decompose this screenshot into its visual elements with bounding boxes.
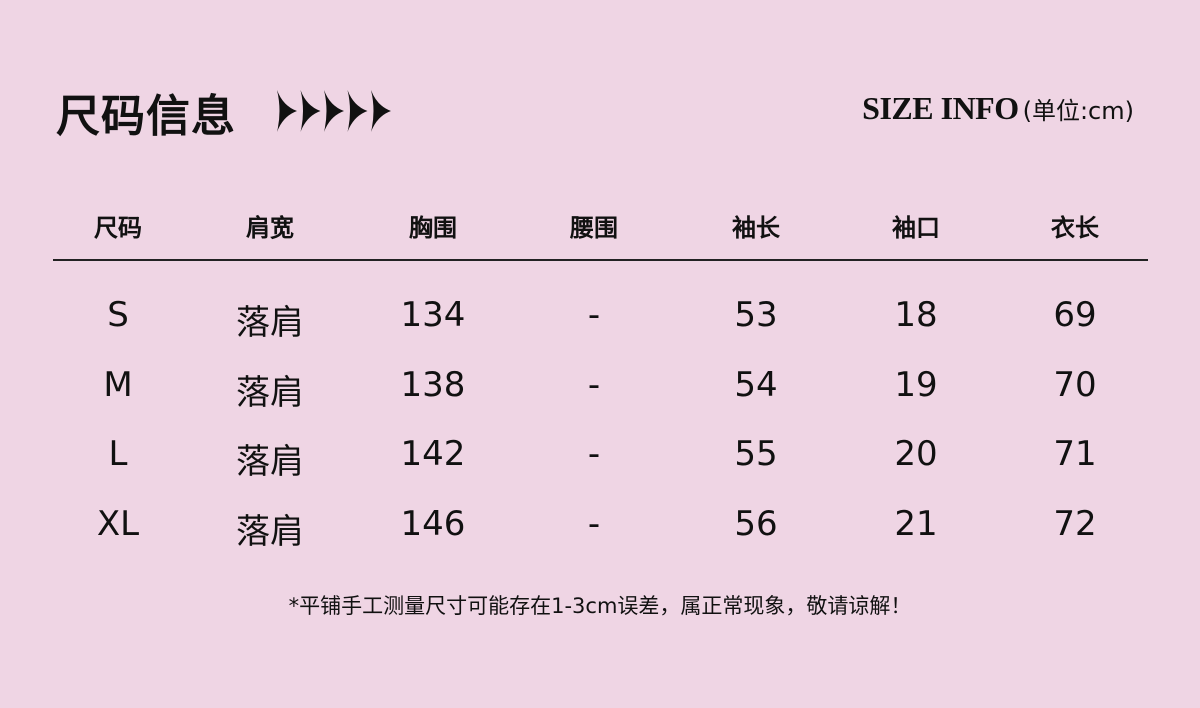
arrow-right-icon xyxy=(371,90,391,132)
table-cell: 72 xyxy=(1053,504,1097,544)
table-cell: 落肩 xyxy=(236,442,304,482)
table-cell: 18 xyxy=(894,295,938,335)
table-row: S 落肩 134 - 53 18 69 xyxy=(0,295,1200,345)
table-cell: M xyxy=(103,365,133,405)
column-header: 尺码 xyxy=(94,214,142,242)
header-divider xyxy=(53,259,1148,261)
unit-label: (单位:cm) xyxy=(1022,97,1134,125)
table-cell: 138 xyxy=(400,365,466,405)
table-cell: 54 xyxy=(734,365,778,405)
arrow-right-icon xyxy=(324,90,344,132)
table-cell: 55 xyxy=(734,434,778,474)
size-info-heading: SIZE INFO (单位:cm) xyxy=(862,90,1134,127)
table-cell: L xyxy=(108,434,128,474)
table-cell: 134 xyxy=(400,295,466,335)
column-header: 衣长 xyxy=(1051,214,1099,242)
arrow-right-icon xyxy=(347,90,368,132)
table-row: XL 落肩 146 - 56 21 72 xyxy=(0,504,1200,554)
column-header: 腰围 xyxy=(570,214,618,242)
table-cell: S xyxy=(107,295,129,335)
column-header: 袖口 xyxy=(892,214,940,242)
column-header: 胸围 xyxy=(409,214,457,242)
table-cell: 20 xyxy=(894,434,938,474)
table-row: L 落肩 142 - 55 20 71 xyxy=(0,434,1200,484)
table-cell: 71 xyxy=(1053,434,1097,474)
table-cell: - xyxy=(587,365,601,405)
table-cell: 21 xyxy=(894,504,938,544)
arrow-right-icons xyxy=(277,90,391,132)
table-cell: 56 xyxy=(734,504,778,544)
table-cell: - xyxy=(587,504,601,544)
table-header: 尺码 肩宽 胸围 腰围 袖长 袖口 衣长 xyxy=(0,208,1200,258)
table-cell: - xyxy=(587,434,601,474)
table-cell: 53 xyxy=(734,295,778,335)
table-cell: 落肩 xyxy=(236,303,304,343)
page-title: 尺码信息 xyxy=(56,91,236,142)
table-cell: 落肩 xyxy=(236,373,304,413)
size-info-title: SIZE INFO xyxy=(862,90,1019,126)
table-cell: XL xyxy=(96,504,140,544)
table-cell: 落肩 xyxy=(236,512,304,552)
column-header: 袖长 xyxy=(732,214,780,242)
table-cell: - xyxy=(587,295,601,335)
arrow-right-icon xyxy=(277,90,297,132)
table-cell: 142 xyxy=(400,434,466,474)
table-cell: 69 xyxy=(1053,295,1097,335)
table-cell: 146 xyxy=(400,504,466,544)
column-header: 肩宽 xyxy=(246,214,294,242)
measurement-note: *平铺手工测量尺寸可能存在1-3cm误差，属正常现象，敬请谅解！ xyxy=(288,594,912,618)
table-cell: 70 xyxy=(1053,365,1097,405)
table-row: M 落肩 138 - 54 19 70 xyxy=(0,365,1200,415)
arrow-right-icon xyxy=(300,90,321,132)
table-cell: 19 xyxy=(894,365,938,405)
